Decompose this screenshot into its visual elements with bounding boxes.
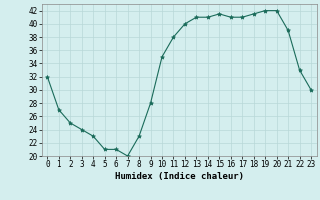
X-axis label: Humidex (Indice chaleur): Humidex (Indice chaleur) <box>115 172 244 181</box>
